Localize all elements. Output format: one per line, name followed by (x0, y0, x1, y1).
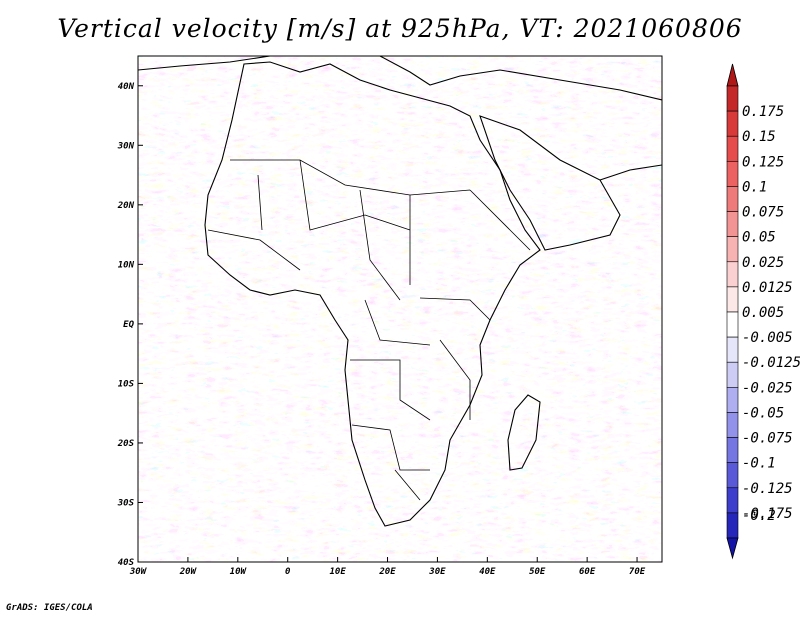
lon-tick-label: 30W (129, 567, 148, 577)
longitude-axis: 30W 20W 10W 0 10E 20E 30E 40E 50E 60E 70E (129, 557, 646, 577)
colorbar-label: -0.175 (742, 506, 793, 522)
colorbar-segment (726, 412, 739, 438)
madagascar-coastline (507, 394, 541, 471)
colorbar-label: -0.2 (742, 508, 776, 524)
lat-tick-label: 40N (118, 82, 135, 92)
colorbar-label: 0.1 (742, 179, 767, 195)
lon-tick-label: 40E (479, 567, 496, 577)
lon-tick-label: 20E (378, 567, 396, 577)
lat-tick-label: 20S (117, 439, 135, 449)
colorbar-label: -0.025 (742, 380, 793, 396)
lon-tick-label: 50E (529, 567, 546, 577)
colorbar-segment (726, 437, 739, 463)
colorbar-segment (726, 85, 739, 112)
footer-credit: GrADS: IGES/COLA (6, 603, 93, 613)
colorbar-segment (726, 236, 739, 263)
colorbar-segment (726, 512, 739, 539)
lat-tick-label: 20N (117, 201, 135, 211)
colorbar-lower-cap (726, 537, 739, 560)
europe-coastline (138, 56, 662, 101)
colorbar-segment (726, 186, 739, 212)
colorbar-label: 0.125 (742, 154, 784, 170)
lat-tick-label: 10S (118, 379, 135, 389)
colorbar-label: 0.025 (742, 255, 784, 271)
asia-coastline (599, 164, 662, 181)
colorbar-segment (726, 387, 739, 413)
map-frame (137, 55, 663, 563)
lon-tick-label: 0 (285, 567, 291, 577)
colorbar-label: 0.175 (742, 104, 784, 120)
colorbar-segment (726, 487, 739, 514)
vertical-velocity-field (138, 56, 662, 562)
colorbar-segment (726, 211, 739, 237)
colorbar-label: -0.125 (742, 481, 793, 497)
colorbar-label: -0.1 (742, 456, 776, 472)
lat-tick-label: 40S (118, 558, 135, 568)
colorbar-segment (726, 311, 739, 338)
colorbar-label: -0.005 (742, 330, 793, 346)
lon-tick-label: 10W (230, 567, 248, 577)
lon-tick-label: 10E (329, 567, 346, 577)
colorbar-label: 0.075 (742, 205, 784, 221)
colorbar-label: 0.05 (742, 230, 776, 246)
lon-tick-label: 30E (428, 567, 446, 577)
lat-tick-label: EQ (123, 320, 134, 330)
colorbar-label: -0.075 (742, 431, 793, 447)
arabia-coastline (479, 115, 621, 251)
colorbar-segment (726, 336, 739, 363)
lon-tick-label: 60E (579, 567, 596, 577)
country-borders (207, 159, 531, 501)
latitude-axis: 40N 30N 20N 10N EQ 10S 20S 30S 40S (117, 82, 143, 568)
colorbar-segment (726, 161, 739, 187)
colorbar-label: -0.0125 (742, 355, 800, 371)
colorbar-label: 0.005 (742, 305, 784, 321)
colorbar-segment (726, 110, 739, 137)
lon-tick-label: 70E (629, 567, 646, 577)
map-panel (137, 55, 663, 563)
colorbar-label: 0.15 (742, 129, 776, 145)
colorbar: 0.175 0.15 0.125 0.1 0.075 0.05 0.025 0.0125 0.0… (726, 63, 800, 560)
lat-tick-label: 10N (118, 260, 135, 270)
africa-coastline (204, 61, 541, 527)
map-title: Vertical velocity [m/s] at 925hPa, VT: 2… (57, 14, 743, 43)
lat-tick-label: 30S (117, 498, 135, 508)
lon-tick-label: 20W (179, 567, 198, 577)
colorbar-label: -0.05 (742, 405, 784, 421)
colorbar-segment (726, 135, 739, 162)
colorbar-segment (726, 361, 739, 388)
colorbar-segment (726, 286, 739, 313)
colorbar-segment (726, 261, 739, 288)
lat-tick-label: 30N (117, 141, 135, 151)
colorbar-label: 0.0125 (742, 280, 793, 296)
colorbar-upper-cap (726, 63, 739, 87)
colorbar-segment (726, 462, 739, 489)
coastlines-and-borders (138, 56, 662, 527)
